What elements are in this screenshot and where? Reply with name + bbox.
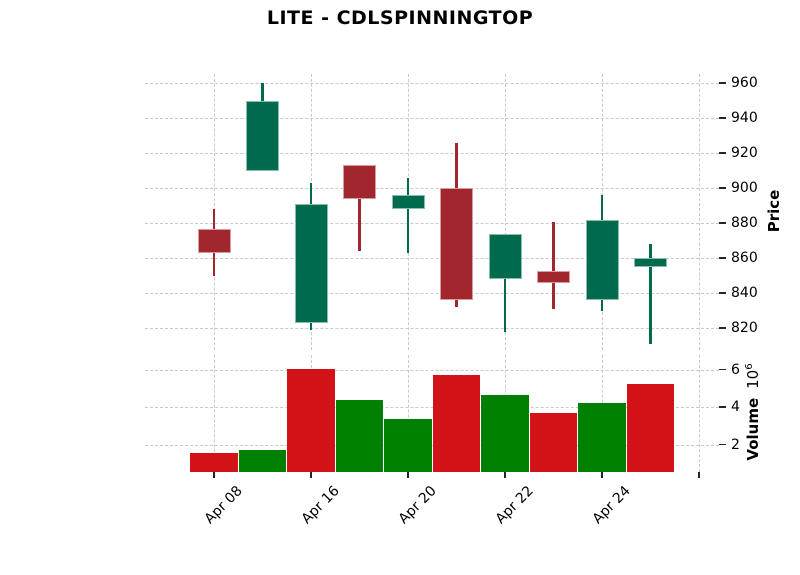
price-gridline [144, 223, 719, 225]
candle-body [440, 188, 473, 301]
price-tick-label: 840 [731, 285, 758, 302]
candle-body [537, 270, 570, 283]
price-tick-mark [719, 222, 726, 225]
vertical-gridline [214, 355, 215, 472]
volume-tick-mark [719, 368, 726, 371]
price-gridline [144, 188, 719, 190]
x-tick-label: Apr 20 [395, 483, 440, 528]
volume-axis-unit-exponent: 6 [744, 363, 755, 370]
price-gridline [144, 328, 719, 330]
x-tick-mark [310, 471, 312, 478]
volume-bar [626, 383, 675, 472]
candle-wick [649, 244, 652, 345]
price-gridline [144, 153, 719, 155]
vertical-gridline [699, 74, 700, 350]
price-axis-label: Price [765, 190, 783, 233]
volume-axis-label-text: Volume [744, 397, 762, 461]
price-tick-mark [719, 117, 726, 119]
price-tick-mark [719, 257, 726, 260]
volume-bar [578, 403, 626, 472]
candle-body [585, 219, 619, 301]
price-tick-mark [719, 292, 726, 295]
price-gridline [144, 293, 719, 295]
candle-body [197, 228, 231, 254]
chart-title: LITE - CDLSPINNINGTOP [266, 7, 534, 29]
volume-bar [432, 375, 481, 472]
volume-bar [384, 419, 432, 472]
vertical-gridline [408, 355, 409, 472]
volume-axis-unit: 106 [744, 363, 762, 388]
candle-body [343, 165, 376, 199]
volume-axis-unit-base: 10 [744, 369, 762, 389]
volume-bar [238, 450, 287, 472]
volume-bar [529, 412, 578, 472]
price-gridline [144, 118, 719, 120]
x-tick-label: Apr 22 [492, 483, 537, 528]
x-tick-label: Apr 24 [589, 483, 634, 528]
price-tick-label: 960 [731, 75, 758, 91]
candle-body [391, 195, 425, 210]
price-tick-label: 860 [731, 250, 758, 267]
candle-body [246, 100, 279, 171]
price-tick-label: 900 [731, 180, 758, 197]
candle-wick [406, 177, 410, 254]
x-tick-label: Apr 16 [298, 483, 343, 528]
candle-body [488, 233, 522, 280]
price-tick-label: 920 [731, 145, 758, 162]
candle-body [294, 203, 328, 324]
volume-gridline [144, 444, 719, 446]
candle-wick [552, 221, 555, 310]
volume-tick-label: 2 [731, 436, 740, 453]
price-gridline [144, 258, 719, 260]
price-tick-mark [719, 152, 726, 154]
x-tick-label: Apr 08 [201, 483, 246, 528]
volume-tick-mark [719, 443, 726, 446]
x-tick-mark [407, 471, 409, 478]
candle-body [634, 258, 667, 268]
x-tick-mark [601, 471, 603, 478]
vertical-gridline [505, 74, 506, 350]
price-tick-mark [719, 187, 726, 189]
x-tick-mark [504, 471, 506, 478]
candle-wick [503, 233, 507, 332]
price-tick-label: 940 [731, 110, 758, 127]
volume-tick-label: 6 [731, 361, 740, 378]
price-gridline [144, 83, 719, 84]
volume-bar [190, 452, 238, 472]
volume-tick-mark [719, 406, 726, 408]
volume-gridline [144, 369, 719, 371]
volume-bar [481, 394, 529, 472]
volume-tick-label: 4 [731, 399, 740, 415]
price-tick-mark [719, 327, 726, 330]
volume-axis-label: Volume 106 [744, 363, 762, 460]
vertical-gridline [699, 355, 700, 472]
price-tick-mark [719, 82, 726, 84]
volume-bar [335, 400, 384, 472]
volume-gridline [144, 407, 719, 408]
candle-wick [358, 165, 361, 252]
price-tick-label: 820 [731, 320, 758, 337]
x-tick-mark [213, 471, 215, 478]
price-tick-label: 880 [731, 215, 758, 232]
price-axis-label-text: Price [765, 189, 783, 233]
x-tick-mark [698, 471, 700, 478]
volume-bar [287, 368, 335, 472]
